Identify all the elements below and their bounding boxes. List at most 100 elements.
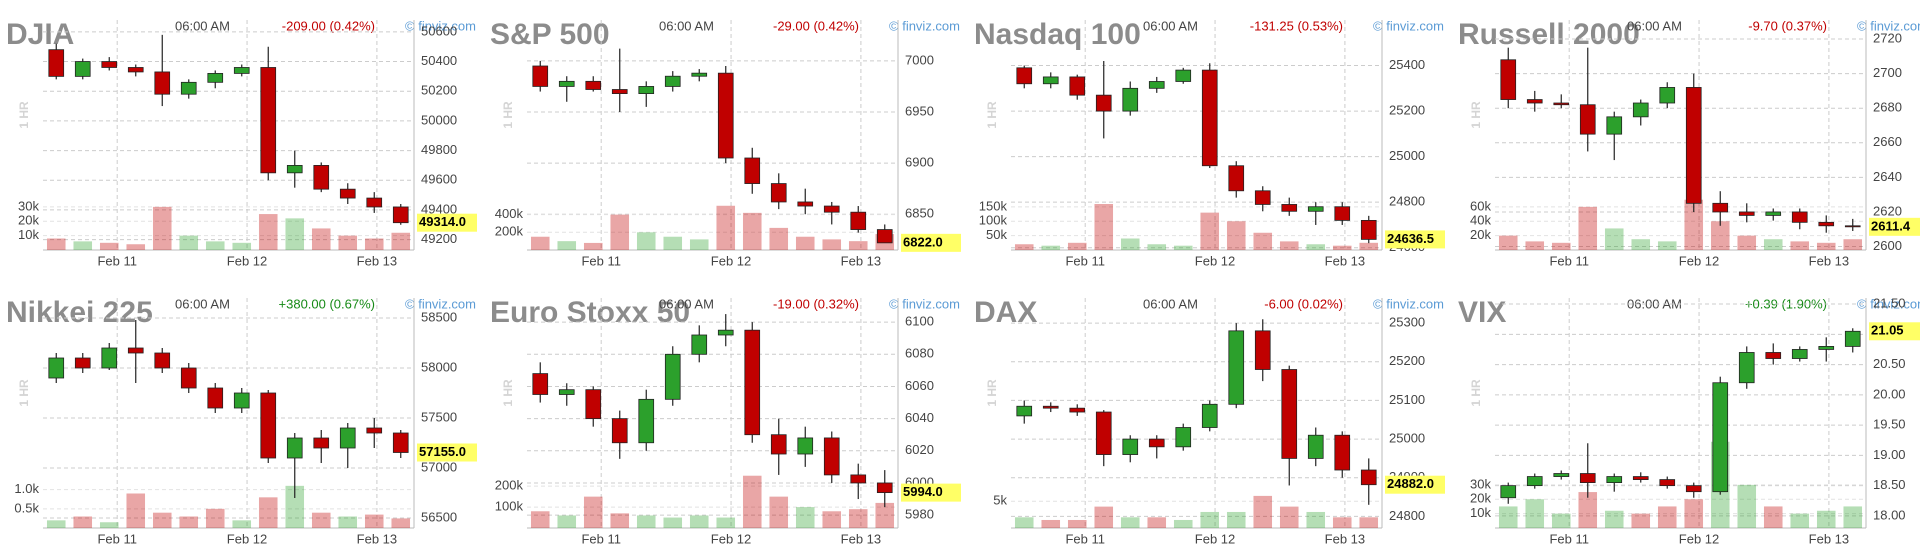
chart-panel: S&P 500 06:00 AM -29.00 (0.42%) © finviz.co… <box>490 18 961 268</box>
candle-body <box>850 211 867 230</box>
x-tick-label: Feb 13 <box>841 253 881 268</box>
candle-body <box>638 398 655 444</box>
volume-bar <box>1843 506 1863 528</box>
volume-bar <box>822 239 842 250</box>
last-price-box <box>1869 217 1920 236</box>
volume-bar <box>179 516 199 528</box>
candle-body <box>207 73 224 83</box>
candle-body <box>1818 346 1835 350</box>
interval-label: 1 HR <box>985 379 999 407</box>
y-tick-label: 50200 <box>421 83 457 98</box>
volume-bar <box>46 520 66 528</box>
candle-body <box>127 347 144 354</box>
volume-bar <box>689 515 709 528</box>
candle-body <box>1254 330 1271 370</box>
candle-body <box>1042 405 1059 409</box>
candle-body <box>1228 330 1245 405</box>
x-tick-label: Feb 12 <box>1679 531 1719 546</box>
volume-bar <box>1067 242 1087 250</box>
x-tick-label: Feb 12 <box>1679 253 1719 268</box>
volume-bar <box>232 242 252 250</box>
volume-bar <box>769 227 789 250</box>
candle-body <box>1712 202 1729 213</box>
volume-tick-label: 1.0k <box>14 481 39 496</box>
x-tick-label: Feb 12 <box>1195 253 1235 268</box>
volume-bar <box>1200 212 1220 250</box>
volume-tick-label: 30k <box>1470 476 1491 491</box>
change-label: -131.25 (0.53%) <box>1250 18 1343 33</box>
volume-bar <box>1279 241 1299 250</box>
volume-bar <box>1067 519 1087 528</box>
volume-bar <box>73 516 93 528</box>
chart-title: VIX <box>1458 296 1506 329</box>
candle-body <box>1553 102 1570 106</box>
candle-body <box>717 72 734 159</box>
volume-tick-label: 50k <box>986 227 1007 242</box>
y-tick-label: 2700 <box>1873 65 1902 80</box>
volume-bar <box>1578 492 1598 528</box>
candle-body <box>392 432 409 453</box>
credit: © finviz.com <box>1373 18 1444 33</box>
candle-body <box>1069 407 1086 413</box>
candle-body <box>1685 87 1702 204</box>
y-tick-label: 18.50 <box>1873 477 1906 492</box>
candle-body <box>1360 219 1377 240</box>
credit: © finviz.com <box>1373 296 1444 311</box>
y-tick-label: 25100 <box>1389 392 1425 407</box>
candle-body <box>691 334 708 355</box>
candle-body <box>101 61 118 68</box>
volume-bar <box>1253 232 1273 250</box>
change-label: +380.00 (0.67%) <box>279 296 375 311</box>
y-tick-label: 2720 <box>1873 30 1902 45</box>
volume-bar <box>1173 245 1193 250</box>
candle-body <box>876 229 893 244</box>
x-tick-label: Feb 13 <box>357 531 397 546</box>
candle-body <box>532 373 549 395</box>
candle-body <box>1606 476 1623 484</box>
last-price-label: 24636.5 <box>1387 231 1434 246</box>
volume-tick-label: 30k <box>18 198 39 213</box>
chart-title: S&P 500 <box>490 18 610 51</box>
candle-body <box>876 482 893 494</box>
volume-bar <box>73 241 93 250</box>
candle-body <box>207 387 224 409</box>
candle-body <box>1738 211 1755 216</box>
volume-bar <box>1684 199 1704 250</box>
candle-body <box>1844 330 1861 347</box>
change-label: -29.00 (0.42%) <box>773 18 859 33</box>
volume-tick-label: 60k <box>1470 198 1491 213</box>
volume-bar <box>1657 506 1677 528</box>
volume-bar <box>1147 244 1167 250</box>
volume-bar <box>285 485 305 528</box>
volume-bar <box>1525 499 1545 528</box>
candle-body <box>1632 102 1649 118</box>
x-tick-label: Feb 13 <box>841 531 881 546</box>
interval-label: 1 HR <box>501 101 515 129</box>
volume-bar <box>1551 513 1571 528</box>
y-tick-label: 49400 <box>421 201 457 216</box>
candle-body <box>1818 221 1835 227</box>
candle-body <box>74 61 91 77</box>
candle-body <box>339 188 356 199</box>
credit: © finviz.com <box>1857 18 1920 33</box>
candle-body <box>1307 206 1324 212</box>
y-tick-label: 20.50 <box>1873 356 1906 371</box>
x-tick-label: Feb 13 <box>1325 531 1365 546</box>
volume-bar <box>795 507 815 528</box>
volume-bar <box>848 241 868 250</box>
volume-bar <box>232 520 252 528</box>
volume-bar <box>1790 241 1810 250</box>
candle-body <box>1175 427 1192 448</box>
volume-bar <box>1279 506 1299 528</box>
volume-bar <box>716 205 736 250</box>
candle-body <box>1606 116 1623 135</box>
y-tick-label: 19.00 <box>1873 447 1906 462</box>
y-tick-label: 2640 <box>1873 169 1902 184</box>
candle-body <box>770 183 787 203</box>
credit: © finviz.com <box>405 296 476 311</box>
volume-bar <box>1816 510 1836 528</box>
volume-bar <box>583 242 603 250</box>
volume-tick-label: 10k <box>1470 505 1491 520</box>
last-price-label: 21.05 <box>1871 323 1904 338</box>
